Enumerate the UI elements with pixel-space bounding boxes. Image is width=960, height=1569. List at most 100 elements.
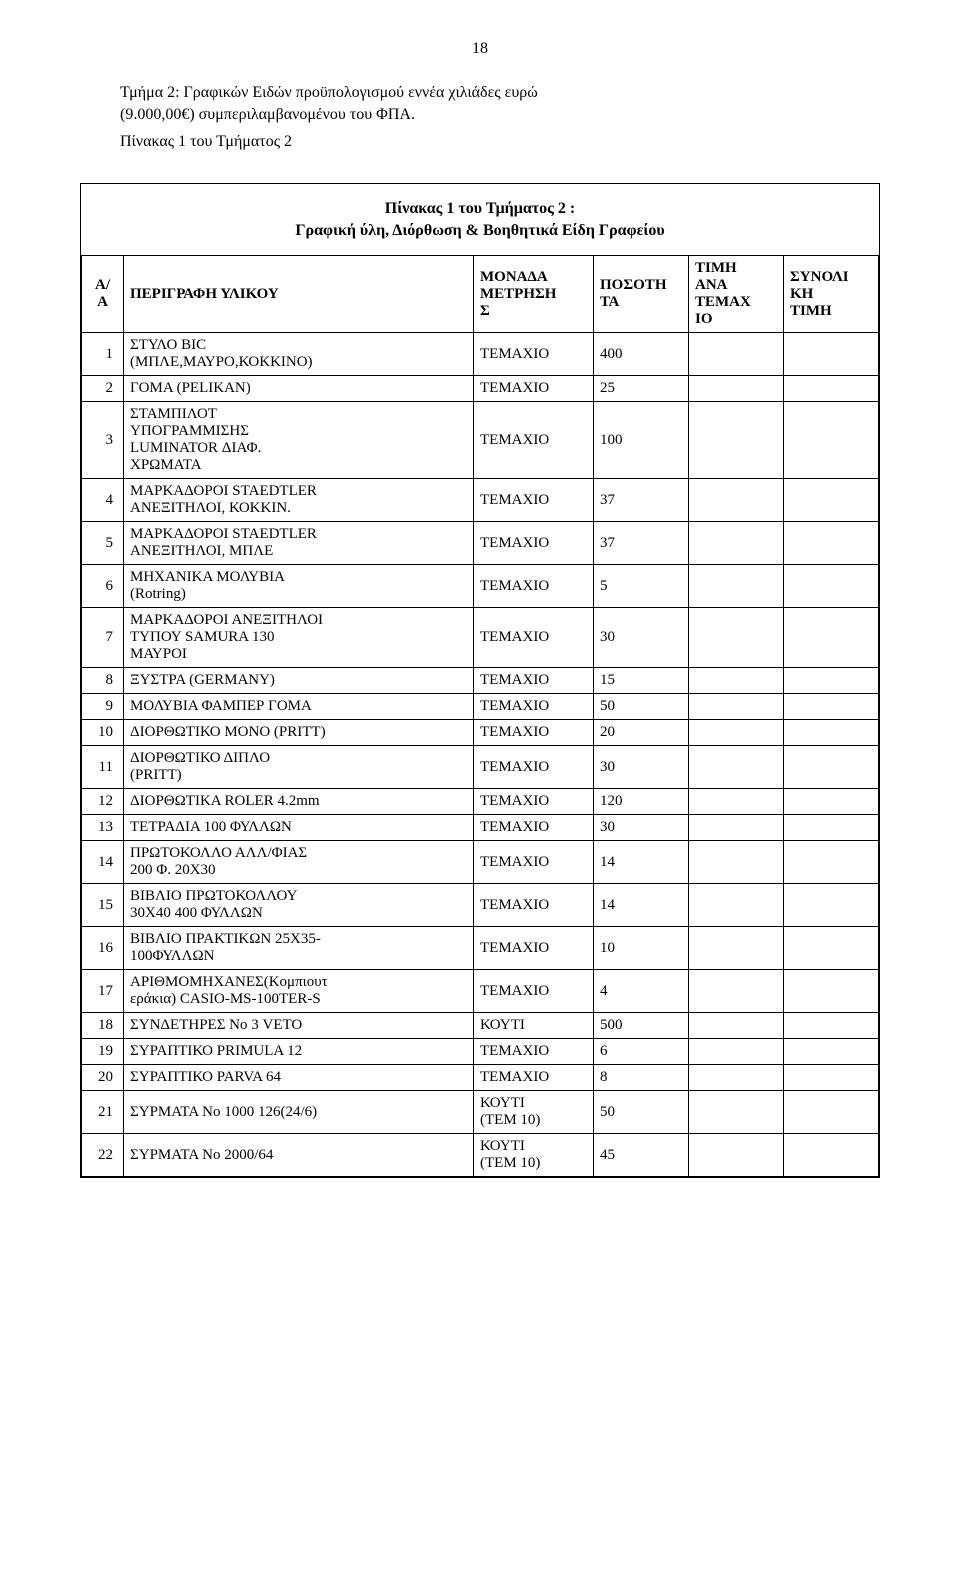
cell-unit: ΤΕΜΑΧΙΟ: [474, 522, 594, 565]
cell-index: 16: [82, 927, 124, 970]
cell-index: 20: [82, 1065, 124, 1091]
cell-unit: ΤΕΜΑΧΙΟ: [474, 1065, 594, 1091]
cell-price: [689, 333, 784, 376]
cell-unit: ΤΕΜΑΧΙΟ: [474, 720, 594, 746]
heading-line-1: Τμήμα 2: Γραφικών Ειδών προϋπολογισμού ε…: [120, 84, 538, 101]
cell-description: ΣΥΝΔΕΤΗΡΕΣ Νο 3 VETO: [124, 1013, 474, 1039]
cell-index: 11: [82, 746, 124, 789]
cell-quantity: 15: [594, 668, 689, 694]
cell-index: 10: [82, 720, 124, 746]
cell-index: 9: [82, 694, 124, 720]
cell-price: [689, 1039, 784, 1065]
cell-description: ΜΑΡΚΑΔΟΡΟΙ STAEDTLERΑΝΕΞΙΤΗΛΟΙ, ΜΠΛΕ: [124, 522, 474, 565]
cell-quantity: 10: [594, 927, 689, 970]
table-title: Πίνακας 1 του Τμήματος 2 : Γραφική ύλη, …: [81, 184, 879, 255]
cell-price: [689, 789, 784, 815]
col-header-unit: ΜΟΝΑΔΑΜΕΤΡΗΣΗΣ: [474, 256, 594, 333]
table-row: 13ΤΕΤΡΑΔΙΑ 100 ΦΥΛΛΩΝΤΕΜΑΧΙΟ30: [82, 815, 879, 841]
cell-description: ΒΙΒΛΙΟ ΠΡΩΤΟΚΟΛΛΟΥ30Χ40 400 ΦΥΛΛΩΝ: [124, 884, 474, 927]
cell-description: ΜΑΡΚΑΔΟΡΟΙ ΑΝΕΞΙΤΗΛΟΙΤΥΠΟΥ SAMURA 130ΜΑΥ…: [124, 608, 474, 668]
cell-index: 15: [82, 884, 124, 927]
section-heading: Τμήμα 2: Γραφικών Ειδών προϋπολογισμού ε…: [120, 82, 760, 127]
col-header-qty: ΠΟΣΟΤΗΤΑ: [594, 256, 689, 333]
cell-price: [689, 668, 784, 694]
cell-unit: ΤΕΜΑΧΙΟ: [474, 884, 594, 927]
cell-total: [784, 1134, 879, 1177]
cell-total: [784, 565, 879, 608]
cell-price: [689, 884, 784, 927]
cell-quantity: 100: [594, 402, 689, 479]
table-row: 12ΔΙΟΡΘΩΤΙΚΑ ROLER 4.2mmΤΕΜΑΧΙΟ120: [82, 789, 879, 815]
cell-description: ΑΡΙΘΜΟΜΗΧΑΝΕΣ(Κομπιουτεράκια) CASIO-MS-1…: [124, 970, 474, 1013]
cell-index: 13: [82, 815, 124, 841]
cell-price: [689, 841, 784, 884]
table-row: 9ΜΟΛΥΒΙΑ ΦΑΜΠΕΡ ΓΟΜΑΤΕΜΑΧΙΟ50: [82, 694, 879, 720]
cell-unit: ΚΟΥΤΙ(ΤΕΜ 10): [474, 1134, 594, 1177]
cell-quantity: 45: [594, 1134, 689, 1177]
cell-description: ΔΙΟΡΘΩΤΙΚΑ ROLER 4.2mm: [124, 789, 474, 815]
table-row: 18ΣΥΝΔΕΤΗΡΕΣ Νο 3 VETOΚΟΥΤΙ500: [82, 1013, 879, 1039]
col-header-price: ΤΙΜΗΑΝΑΤΕΜΑΧΙΟ: [689, 256, 784, 333]
table-row: 1ΣΤΥΛΟ BIC(ΜΠΛΕ,ΜΑΥΡΟ,ΚΟΚΚΙΝΟ)ΤΕΜΑΧΙΟ400: [82, 333, 879, 376]
cell-unit: ΤΕΜΑΧΙΟ: [474, 1039, 594, 1065]
cell-index: 3: [82, 402, 124, 479]
cell-description: ΠΡΩΤΟΚΟΛΛΟ ΑΛΛ/ΦΙΑΣ200 Φ. 20Χ30: [124, 841, 474, 884]
table-row: 10ΔΙΟΡΘΩΤΙΚΟ ΜΟΝΟ (PRITT)ΤΕΜΑΧΙΟ20: [82, 720, 879, 746]
cell-unit: ΤΕΜΑΧΙΟ: [474, 668, 594, 694]
col-header-total: ΣΥΝΟΛΙΚΗΤΙΜΗ: [784, 256, 879, 333]
cell-total: [784, 694, 879, 720]
cell-description: ΔΙΟΡΘΩΤΙΚΟ ΔΙΠΛΟ(PRITT): [124, 746, 474, 789]
cell-price: [689, 970, 784, 1013]
table-row: 16ΒΙΒΛΙΟ ΠΡΑΚΤΙΚΩΝ 25Χ35-100ΦΥΛΛΩΝΤΕΜΑΧΙ…: [82, 927, 879, 970]
table-row: 11ΔΙΟΡΘΩΤΙΚΟ ΔΙΠΛΟ(PRITT)ΤΕΜΑΧΙΟ30: [82, 746, 879, 789]
cell-index: 22: [82, 1134, 124, 1177]
cell-unit: ΤΕΜΑΧΙΟ: [474, 479, 594, 522]
cell-total: [784, 1013, 879, 1039]
cell-quantity: 30: [594, 815, 689, 841]
cell-price: [689, 1065, 784, 1091]
cell-description: ΣΥΡΜΑΤΑ Νο 1000 126(24/6): [124, 1091, 474, 1134]
cell-index: 7: [82, 608, 124, 668]
cell-index: 19: [82, 1039, 124, 1065]
cell-quantity: 50: [594, 1091, 689, 1134]
cell-total: [784, 789, 879, 815]
cell-quantity: 14: [594, 884, 689, 927]
table-row: 14ΠΡΩΤΟΚΟΛΛΟ ΑΛΛ/ΦΙΑΣ200 Φ. 20Χ30ΤΕΜΑΧΙΟ…: [82, 841, 879, 884]
cell-quantity: 25: [594, 376, 689, 402]
table-row: 2ΓΟΜΑ (PELIKAN)ΤΕΜΑΧΙΟ25: [82, 376, 879, 402]
cell-description: ΣΤΥΛΟ BIC(ΜΠΛΕ,ΜΑΥΡΟ,ΚΟΚΚΙΝΟ): [124, 333, 474, 376]
cell-total: [784, 1091, 879, 1134]
cell-price: [689, 927, 784, 970]
cell-description: ΤΕΤΡΑΔΙΑ 100 ΦΥΛΛΩΝ: [124, 815, 474, 841]
cell-quantity: 30: [594, 746, 689, 789]
table-row: 7ΜΑΡΚΑΔΟΡΟΙ ΑΝΕΞΙΤΗΛΟΙΤΥΠΟΥ SAMURA 130ΜΑ…: [82, 608, 879, 668]
table-row: 20ΣΥΡΑΠΤΙΚΟ PARVA 64ΤΕΜΑΧΙΟ8: [82, 1065, 879, 1091]
table-row: 6ΜΗΧΑΝΙΚΑ ΜΟΛΥΒΙΑ(Rotring)ΤΕΜΑΧΙΟ5: [82, 565, 879, 608]
cell-index: 12: [82, 789, 124, 815]
table-row: 15ΒΙΒΛΙΟ ΠΡΩΤΟΚΟΛΛΟΥ30Χ40 400 ΦΥΛΛΩΝΤΕΜΑ…: [82, 884, 879, 927]
cell-unit: ΤΕΜΑΧΙΟ: [474, 789, 594, 815]
col-header-desc: ΠΕΡΙΓΡΑΦΗ ΥΛΙΚΟΥ: [124, 256, 474, 333]
cell-total: [784, 841, 879, 884]
cell-price: [689, 746, 784, 789]
cell-unit: ΤΕΜΑΧΙΟ: [474, 927, 594, 970]
cell-total: [784, 815, 879, 841]
cell-price: [689, 1091, 784, 1134]
cell-total: [784, 668, 879, 694]
cell-unit: ΤΕΜΑΧΙΟ: [474, 608, 594, 668]
cell-description: ΜΑΡΚΑΔΟΡΟΙ STAEDTLERΑΝΕΞΙΤΗΛΟΙ, ΚΟΚΚΙΝ.: [124, 479, 474, 522]
cell-index: 4: [82, 479, 124, 522]
cell-quantity: 30: [594, 608, 689, 668]
page-number: 18: [80, 40, 880, 58]
cell-total: [784, 720, 879, 746]
cell-price: [689, 376, 784, 402]
cell-price: [689, 522, 784, 565]
col-header-aa: Α/Α: [82, 256, 124, 333]
cell-unit: ΚΟΥΤΙ(ΤΕΜ 10): [474, 1091, 594, 1134]
table-row: 8ΞΥΣΤΡΑ (GERMANY)ΤΕΜΑΧΙΟ15: [82, 668, 879, 694]
cell-quantity: 20: [594, 720, 689, 746]
cell-unit: ΤΕΜΑΧΙΟ: [474, 815, 594, 841]
cell-price: [689, 402, 784, 479]
cell-total: [784, 1039, 879, 1065]
cell-price: [689, 694, 784, 720]
